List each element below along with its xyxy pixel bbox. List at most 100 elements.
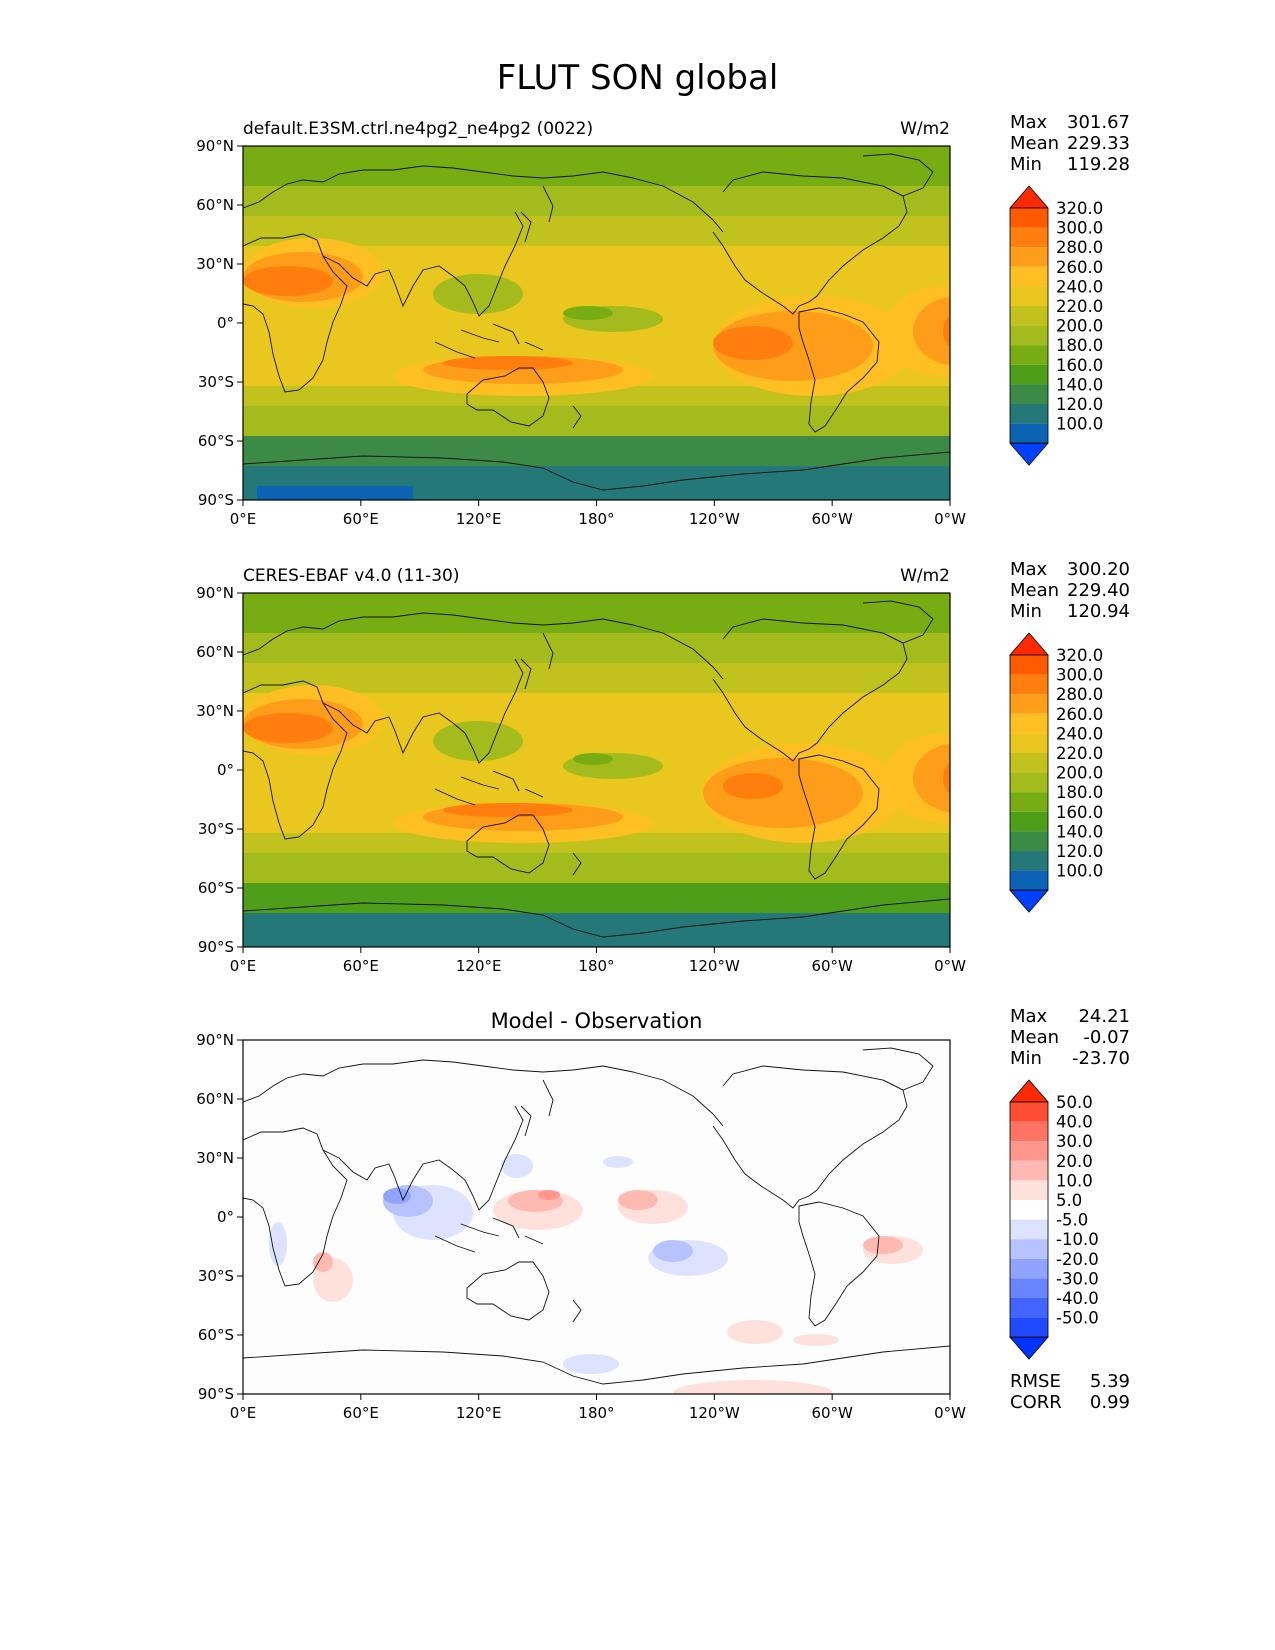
colorbar-segment [1010,404,1048,424]
stat-label: Min [1010,154,1042,175]
lat-tick-label: 60°S [198,432,234,450]
colorbar-segment [1010,1298,1048,1318]
coastline [862,153,934,197]
lon-tick-label: 60°E [343,510,379,528]
coastline [712,171,908,315]
colorbar-segment [1010,1160,1048,1181]
colorbar-segment [1010,870,1048,891]
colorbar-segment [1010,364,1048,385]
panel-center-title: Model - Observation [491,1009,703,1033]
colorbar-segment [1010,423,1048,444]
extra-stat-label: CORR [1010,1392,1062,1413]
colorbar-label: 200.0 [1056,317,1103,336]
colorbar-segment [1010,1219,1048,1240]
lon-tick-label: 120°E [456,510,502,528]
lon-tick-label: 120°E [456,1404,502,1422]
coastline [243,165,724,233]
colorbar-segment [1010,753,1048,773]
colorbar-segment [1010,286,1048,306]
colorbar-label: 40.0 [1056,1113,1093,1132]
lon-tick-label: 60°W [811,957,853,975]
lat-tick-label: 60°N [196,643,234,661]
colorbar-segment [1010,266,1048,287]
coastline [243,233,348,393]
colorbar-segment [1010,694,1048,714]
colorbar-extend-min [1009,889,1049,913]
lon-tick-label: 120°W [689,1404,740,1422]
stat-label: Max [1010,112,1048,133]
figure-title: FLUT SON global [496,58,779,98]
lon-tick-label: 60°E [343,957,379,975]
coastline [572,1299,582,1323]
stat-label: Mean [1010,133,1059,154]
lon-tick-label: 180° [578,1404,614,1422]
colorbar-segment [1010,1141,1048,1161]
colorbar-label: 100.0 [1056,862,1103,881]
map-panel-obs: CERES-EBAF v4.0 (11-30) W/m2 90°N 60°N 30°N 0… [196,559,1130,975]
stat-value: 229.40 [1067,580,1130,601]
extra-stat-label: RMSE [1010,1371,1061,1392]
stat-value: 119.28 [1067,154,1130,175]
colorbar-label: 120.0 [1056,395,1103,414]
stat-value: 24.21 [1078,1006,1130,1027]
lat-tick-label: 0° [217,1208,234,1226]
coastline [520,185,554,243]
lat-tick-label: 60°S [198,1326,234,1344]
colorbar-label: -40.0 [1056,1289,1099,1308]
coastline [798,307,880,433]
colorbar-label: -50.0 [1056,1309,1099,1328]
colorbar-extend-max [1009,1079,1049,1103]
colorbar-label: 240.0 [1056,724,1103,743]
panel-left-title: CERES-EBAF v4.0 (11-30) [243,566,459,586]
coastline [520,1079,554,1137]
colorbar-label: 180.0 [1056,783,1103,802]
coastline [322,211,524,317]
lat-tick-label: 30°N [196,255,234,273]
lat-tick-label: 90°N [196,137,234,155]
coastline [243,451,950,491]
coastline [434,770,544,806]
colorbar-label: 20.0 [1056,1152,1093,1171]
lat-tick-label: 60°S [198,879,234,897]
stat-label: Max [1010,1006,1048,1027]
coastline [434,323,544,359]
coastline [434,1217,544,1253]
coastline [243,898,950,938]
coastline [322,658,524,764]
extra-stat-value: 5.39 [1090,1371,1130,1392]
colorbar-segment [1010,674,1048,695]
lat-tick-label: 90°S [198,1385,234,1403]
stat-value: 301.67 [1067,112,1130,133]
coastline [243,612,724,680]
stat-label: Mean [1010,1027,1059,1048]
coastline [322,1105,524,1211]
stat-value: -23.70 [1072,1048,1130,1069]
colorbar-label: 300.0 [1056,666,1103,685]
lat-tick-label: 30°N [196,702,234,720]
lat-tick-label: 90°S [198,491,234,509]
coastline [862,600,934,644]
colorbar-label: 160.0 [1056,803,1103,822]
coastline [862,1047,934,1091]
map-panel-model: default.E3SM.ctrl.ne4pg2_ne4pg2 (0022) W/… [196,112,1130,528]
colorbar-label: 160.0 [1056,356,1103,375]
lon-tick-label: 0°E [230,957,257,975]
colorbar-segment [1010,851,1048,871]
colorbar-extend-min [1009,442,1049,466]
colorbar-label: 320.0 [1056,646,1103,665]
stat-label: Min [1010,1048,1042,1069]
colorbar-segment [1010,811,1048,832]
lon-tick-label: 180° [578,957,614,975]
stat-value: -0.07 [1083,1027,1130,1048]
lon-tick-label: 180° [578,510,614,528]
colorbar-label: 5.0 [1056,1191,1082,1210]
map-panel-diff: Model - Observation 90°N 60°N 30°N 0° 30°S 60°… [196,1006,1130,1422]
colorbar-segment [1010,1102,1048,1122]
coastline [798,754,880,880]
lat-tick-label: 90°N [196,584,234,602]
lon-tick-label: 0°E [230,1404,257,1422]
stat-value: 300.20 [1067,559,1130,580]
coastline [712,1065,908,1209]
coastline [243,680,348,840]
colorbar-segment [1010,1278,1048,1298]
